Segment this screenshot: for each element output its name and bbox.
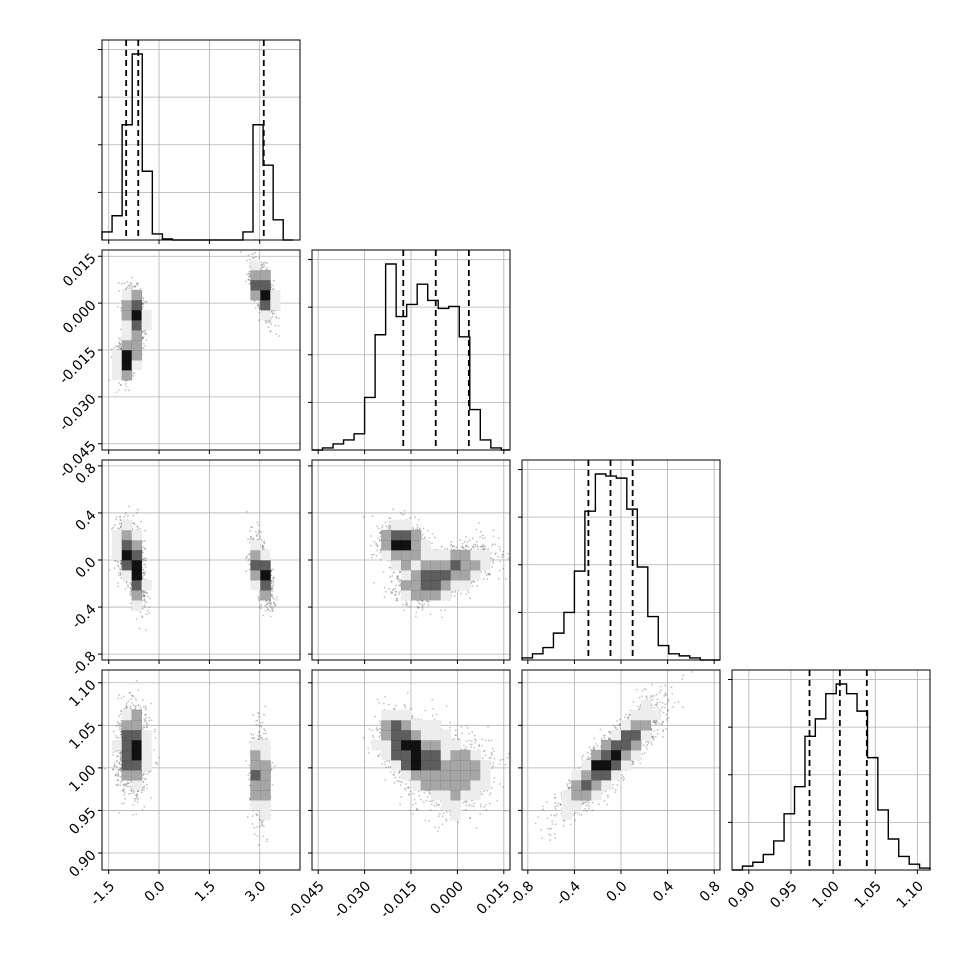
panel-frame-p0 [101,39,301,241]
density-cells-p0-p3 [111,709,271,821]
histogram-p3 [732,683,931,871]
histogram-panel-p3: 0.90 0.95 1.00 1.05 1.10 [725,670,931,912]
histogram-p1 [312,263,510,451]
y-tick-label-p3-4: 1.10 [66,677,99,710]
x-tick-label-p3-4: 1.10 [894,878,927,911]
y-tick-label-p2-2: 0.0 [73,554,100,581]
histogram-panel-p2 [518,460,720,664]
y-tick-label-p1-2: -0.015 [56,344,99,387]
histogram-panel-p0 [98,40,300,244]
joint-panel-p0-p2: -0.8-0.40.00.40.8 [69,460,300,679]
x-tick-label-p2-3: 0.4 [650,878,677,905]
x-tick-label-p0-3: 3.0 [242,878,269,905]
y-tick-label-p1-3: 0.000 [60,297,100,337]
x-tick-label-p1-0: -0.045 [285,878,328,921]
y-tick-label-p3-1: 0.95 [66,805,99,838]
histogram-p2 [521,473,720,661]
x-tick-label-p0-2: 1.5 [192,878,219,905]
y-tick-label-p3-0: 0.90 [66,847,99,880]
y-tick-label-p3-2: 1.00 [66,762,99,795]
x-tick-label-p2-1: -0.4 [553,878,584,909]
y-tick-label-p3-3: 1.05 [66,720,99,753]
y-tick-label-p2-0: -0.8 [69,648,100,679]
x-tick-label-p3-0: 0.90 [725,878,758,911]
density-cells-p0-p1 [111,260,281,381]
joint-panel-p0-p3: -1.5 0.0 1.5 3.0 0.90 0.95 1.00 1.05 1.10 [66,670,300,909]
y-tick-label-p2-1: -0.4 [69,601,100,632]
panel-frame-p1-p3 [311,669,511,871]
x-tick-label-p1-2: -0.015 [377,878,420,921]
x-tick-label-p3-2: 1.00 [809,878,842,911]
panel-frame-p2-p3 [521,669,721,871]
y-tick-label-p2-3: 0.4 [73,507,100,534]
panel-frame-p3 [731,669,931,871]
x-tick-label-p3-3: 1.05 [851,878,884,911]
x-tick-label-p0-1: 0.0 [142,878,169,905]
y-tick-label-p1-1: -0.030 [56,391,99,434]
x-tick-label-p0-0: -1.5 [88,878,119,909]
panel-frame-p0-p2 [101,459,301,661]
x-tick-label-p1-3: 0.000 [427,878,467,918]
panel-frame-p0-p1 [101,249,301,451]
panel-frame-p1 [311,249,511,451]
joint-panel-p1-p2 [308,460,510,664]
x-tick-label-p2-2: 0.0 [604,878,631,905]
joint-panel-p2-p3: -0.8 -0.4 0.0 0.4 0.8 [507,670,724,909]
panel-frame-p1-p2 [311,459,511,661]
panel-frame-p2 [521,459,721,661]
histogram-panel-p1 [308,250,510,454]
x-tick-label-p2-4: 0.8 [697,878,724,905]
density-cells-p0-p2 [111,520,271,611]
density-cells-p1-p2 [381,520,491,601]
y-tick-label-p1-4: 0.015 [60,251,100,291]
x-tick-label-p2-0: -0.8 [507,878,538,909]
density-cells-p2-p3 [561,700,661,821]
joint-panel-p1-p3: -0.045 -0.030 -0.015 0.000 0.015 [285,670,513,922]
x-tick-label-p3-1: 0.95 [767,878,800,911]
panel-frame-p0-p3 [101,669,301,871]
x-tick-label-p1-1: -0.030 [331,878,374,921]
density-cells-p1-p3 [371,710,491,821]
